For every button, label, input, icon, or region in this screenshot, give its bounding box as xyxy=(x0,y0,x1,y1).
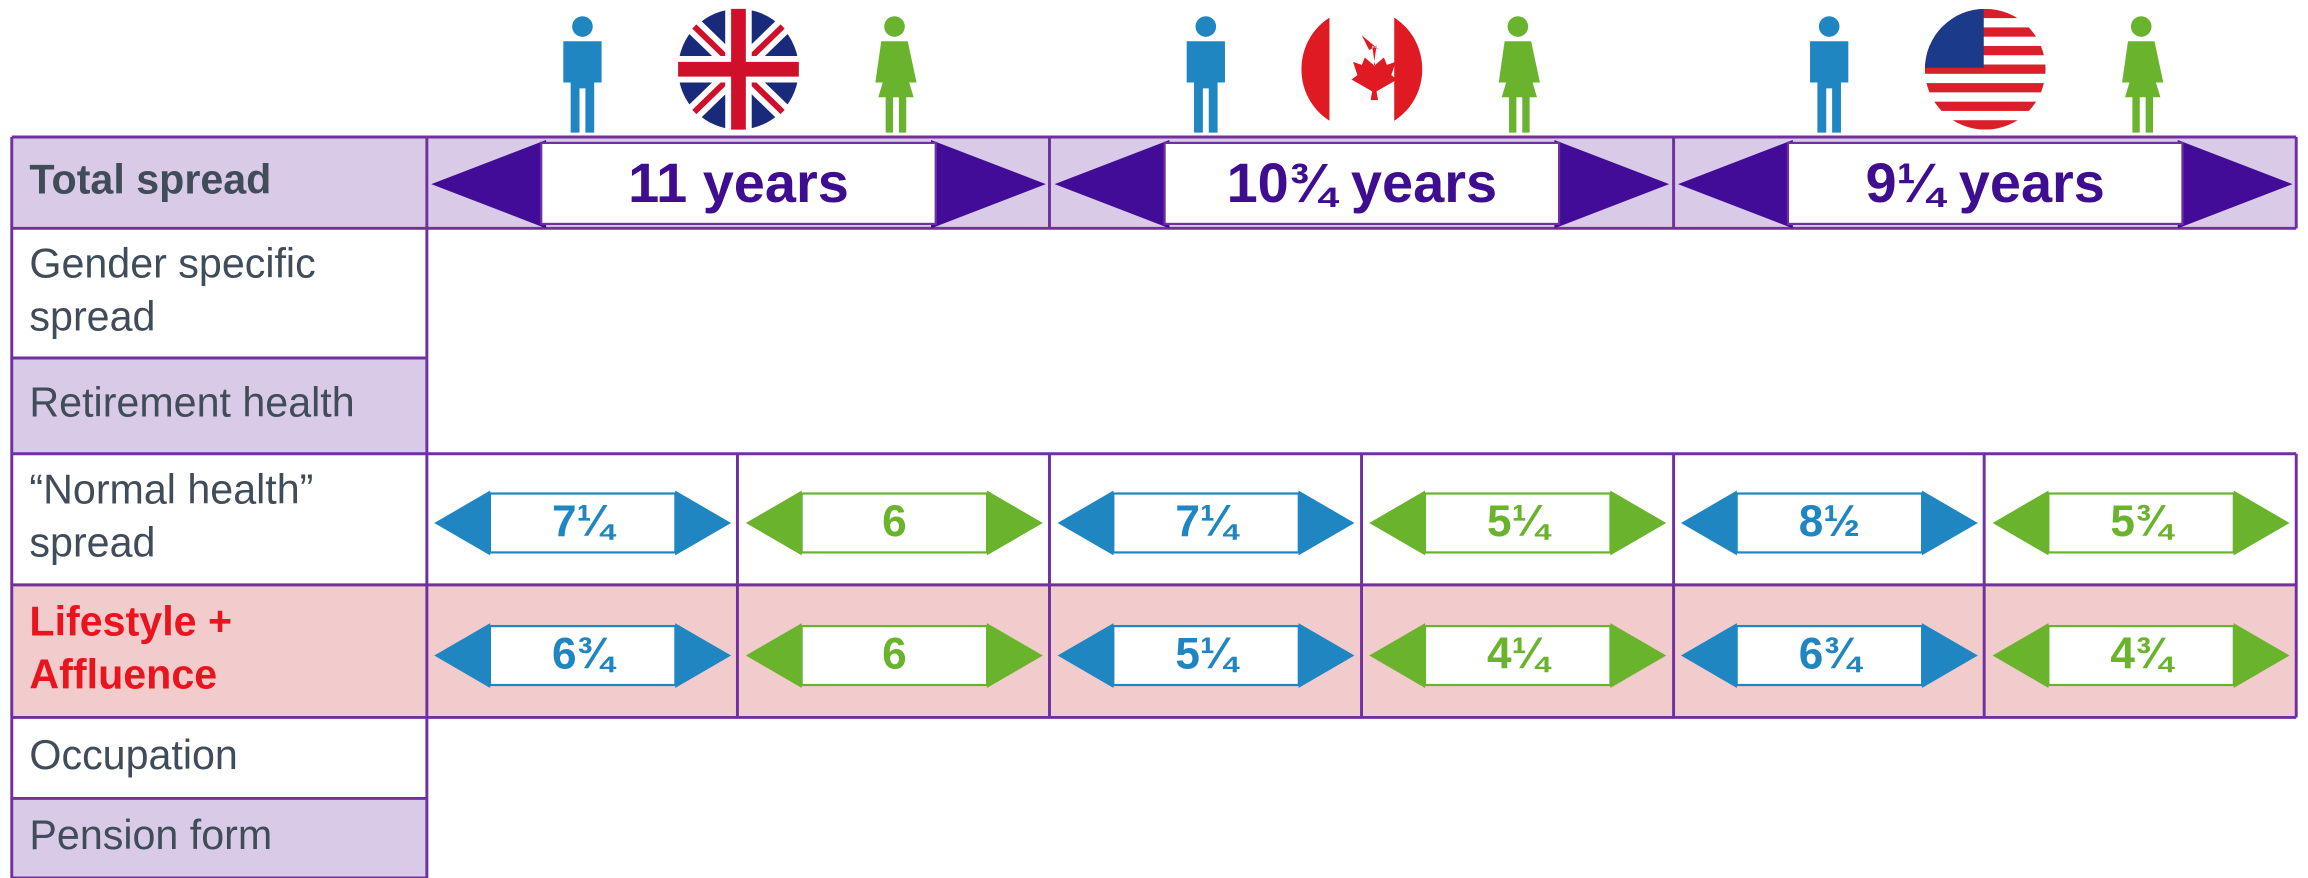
lifestyle-spread: 6¾ xyxy=(1799,630,1864,679)
row-label-bg xyxy=(11,584,427,718)
flag-us-stripe xyxy=(1924,64,2046,74)
flag-us-stripe xyxy=(1924,83,2046,93)
person-body xyxy=(2122,41,2164,133)
person-head xyxy=(572,16,593,37)
flag-ca-bars xyxy=(1301,17,1423,121)
row-label: spread xyxy=(29,520,155,566)
row-label-bg xyxy=(11,228,427,358)
normal-spread: 8½ xyxy=(1799,497,1860,546)
lifestyle-spread: 4¾ xyxy=(2110,630,2175,679)
normal-box xyxy=(1423,492,1612,554)
row-label: Pension form xyxy=(29,812,272,858)
lifestyle-box xyxy=(1735,624,1924,687)
normal-box xyxy=(488,492,677,554)
row-label: Lifestyle + xyxy=(29,598,232,644)
flag-us-stripe xyxy=(1924,27,2046,37)
row-label: spread xyxy=(29,294,155,340)
normal-spread: 6 xyxy=(882,497,907,546)
row-label-bg xyxy=(11,357,427,454)
total-spread: 11 years xyxy=(628,151,849,214)
flag-us-stripe xyxy=(1924,101,2046,111)
person-body xyxy=(1186,41,1225,133)
flag-ca-leaf xyxy=(1351,35,1398,101)
row-label-bg xyxy=(11,798,427,878)
normal-box xyxy=(800,492,989,554)
lifestyle-box xyxy=(2047,624,2235,687)
flag-uk-cross xyxy=(678,8,799,130)
flag-uk-cross-red xyxy=(678,8,799,130)
row-label: Total spread xyxy=(29,157,271,203)
row-label-bg xyxy=(11,453,427,585)
person-head xyxy=(1195,16,1217,37)
normal-spread: 7¼ xyxy=(552,497,617,546)
row-label: “Normal health” xyxy=(29,467,313,513)
flag-us-stripe xyxy=(1924,120,2046,130)
flag-us-stripe xyxy=(1924,8,2046,19)
flag-us-stripe xyxy=(1924,45,2046,56)
lifestyle-spread: 5¼ xyxy=(1175,630,1240,679)
row-label: Affluence xyxy=(29,652,217,698)
normal-spread: 5¾ xyxy=(2110,497,2175,546)
lifestyle-box xyxy=(1423,624,1612,687)
row-label: Gender specific xyxy=(29,241,315,287)
person-body xyxy=(875,41,917,133)
person-head xyxy=(884,16,905,37)
person-body xyxy=(1498,41,1540,133)
row-label: Occupation xyxy=(29,732,237,778)
person-head xyxy=(1818,16,1840,37)
lifestyle-spread: 6 xyxy=(882,630,907,679)
normal-box xyxy=(2047,492,2235,554)
total-spread: 10¾ years xyxy=(1227,151,1498,214)
total-spread: 9¼ years xyxy=(1865,151,2104,214)
lifestyle-box xyxy=(488,624,677,687)
total-box xyxy=(1786,141,2184,226)
total-box xyxy=(540,141,937,226)
person-body xyxy=(563,41,602,133)
lifestyle-box xyxy=(800,624,989,687)
row-label-bg xyxy=(11,717,427,799)
normal-spread: 5¼ xyxy=(1487,497,1552,546)
lifestyle-spread: 4¼ xyxy=(1487,630,1552,679)
person-head xyxy=(1507,16,1529,37)
lifestyle-spread: 6¾ xyxy=(552,630,617,679)
normal-box xyxy=(1735,492,1924,554)
row-label: Retirement health xyxy=(29,380,354,426)
normal-box xyxy=(1112,492,1300,554)
person-body xyxy=(1810,41,1849,133)
row-label-bg xyxy=(11,137,427,229)
normal-spread: 7¼ xyxy=(1175,497,1240,546)
total-box xyxy=(1163,141,1561,226)
person-head xyxy=(2130,16,2152,37)
lifestyle-box xyxy=(1112,624,1300,687)
flag-us-canton xyxy=(1924,8,1984,68)
